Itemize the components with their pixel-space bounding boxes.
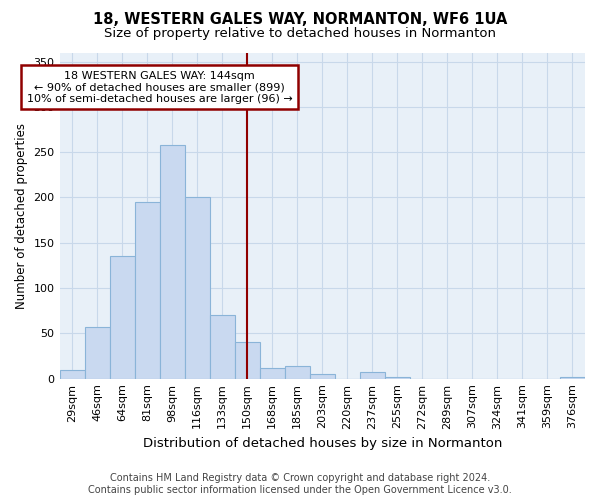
Text: 18, WESTERN GALES WAY, NORMANTON, WF6 1UA: 18, WESTERN GALES WAY, NORMANTON, WF6 1U… (93, 12, 507, 28)
Text: Contains HM Land Registry data © Crown copyright and database right 2024.
Contai: Contains HM Land Registry data © Crown c… (88, 474, 512, 495)
Y-axis label: Number of detached properties: Number of detached properties (15, 122, 28, 308)
X-axis label: Distribution of detached houses by size in Normanton: Distribution of detached houses by size … (143, 437, 502, 450)
Bar (385, 377, 410, 378)
Bar (185, 198, 209, 378)
Text: Size of property relative to detached houses in Normanton: Size of property relative to detached ho… (104, 28, 496, 40)
Bar (209, 316, 235, 378)
Bar (134, 202, 160, 378)
Bar (110, 256, 134, 378)
Bar (360, 372, 385, 378)
Bar (85, 327, 110, 378)
Bar (260, 368, 285, 378)
Bar (310, 374, 335, 378)
Text: 18 WESTERN GALES WAY: 144sqm
← 90% of detached houses are smaller (899)
10% of s: 18 WESTERN GALES WAY: 144sqm ← 90% of de… (27, 70, 293, 104)
Bar (235, 342, 260, 378)
Bar (160, 145, 185, 378)
Bar (560, 377, 585, 378)
Bar (285, 366, 310, 378)
Bar (59, 370, 85, 378)
